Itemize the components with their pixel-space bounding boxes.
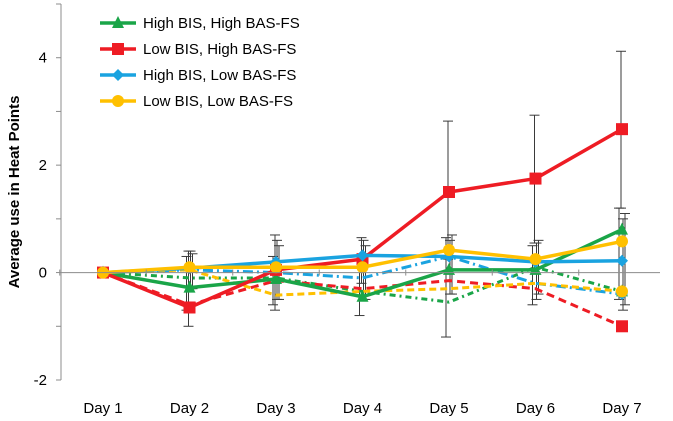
data-point (443, 244, 455, 257)
y-tick-label: 0 (39, 265, 47, 282)
x-tick-label: Day 7 (602, 400, 641, 417)
legend: High BIS, High BAS-FS Low BIS, High BAS-F… (100, 15, 300, 110)
legend-marker (112, 95, 124, 107)
x-tick-label: Day 1 (83, 400, 122, 417)
legend-marker (112, 43, 124, 55)
y-tick-label: 4 (39, 50, 47, 67)
data-point (616, 222, 628, 235)
y-tick-label: -2 (34, 372, 47, 389)
legend-label: Low BIS, Low BAS-FS (143, 93, 293, 110)
x-tick-label: Day 6 (516, 400, 555, 417)
y-axis-label: Average use in Heat Points (6, 96, 23, 289)
data-point (270, 261, 282, 274)
data-point (270, 272, 282, 285)
data-point (616, 123, 628, 136)
secondary-point (616, 320, 628, 333)
legend-label: High BIS, High BAS-FS (143, 15, 300, 32)
data-point (616, 235, 628, 248)
legend-label: Low BIS, High BAS-FS (143, 41, 296, 58)
data-point (529, 172, 542, 185)
axis-layer (60, 4, 660, 380)
series-line (102, 127, 623, 310)
legend-marker (112, 16, 124, 28)
data-point (529, 253, 542, 266)
data-point (183, 261, 196, 274)
data-point (443, 250, 455, 263)
data-point (443, 186, 455, 198)
data-point (183, 280, 196, 293)
secondary-point (616, 285, 628, 298)
x-tick-label: Day 5 (429, 400, 468, 417)
y-tick-label: 2 (39, 157, 47, 174)
x-tick-label: Day 3 (256, 400, 295, 417)
data-point (443, 262, 455, 275)
x-tick-label: Day 4 (343, 400, 382, 417)
x-tick-layer: Day 1 Day 2 Day 3 Day 4 Day 5 Day 6 Day 7 (59, 269, 642, 417)
data-point (356, 261, 369, 274)
data-point (356, 289, 369, 302)
data-point (183, 301, 196, 314)
legend-label: High BIS, Low BAS-FS (143, 67, 296, 84)
legend-marker (112, 69, 124, 81)
y-tick-layer: -2 0 2 4 (34, 3, 61, 389)
data-point (616, 254, 628, 267)
series-layer (97, 123, 628, 314)
x-tick-label: Day 2 (170, 400, 209, 417)
data-point (356, 249, 369, 262)
data-point (529, 262, 542, 275)
